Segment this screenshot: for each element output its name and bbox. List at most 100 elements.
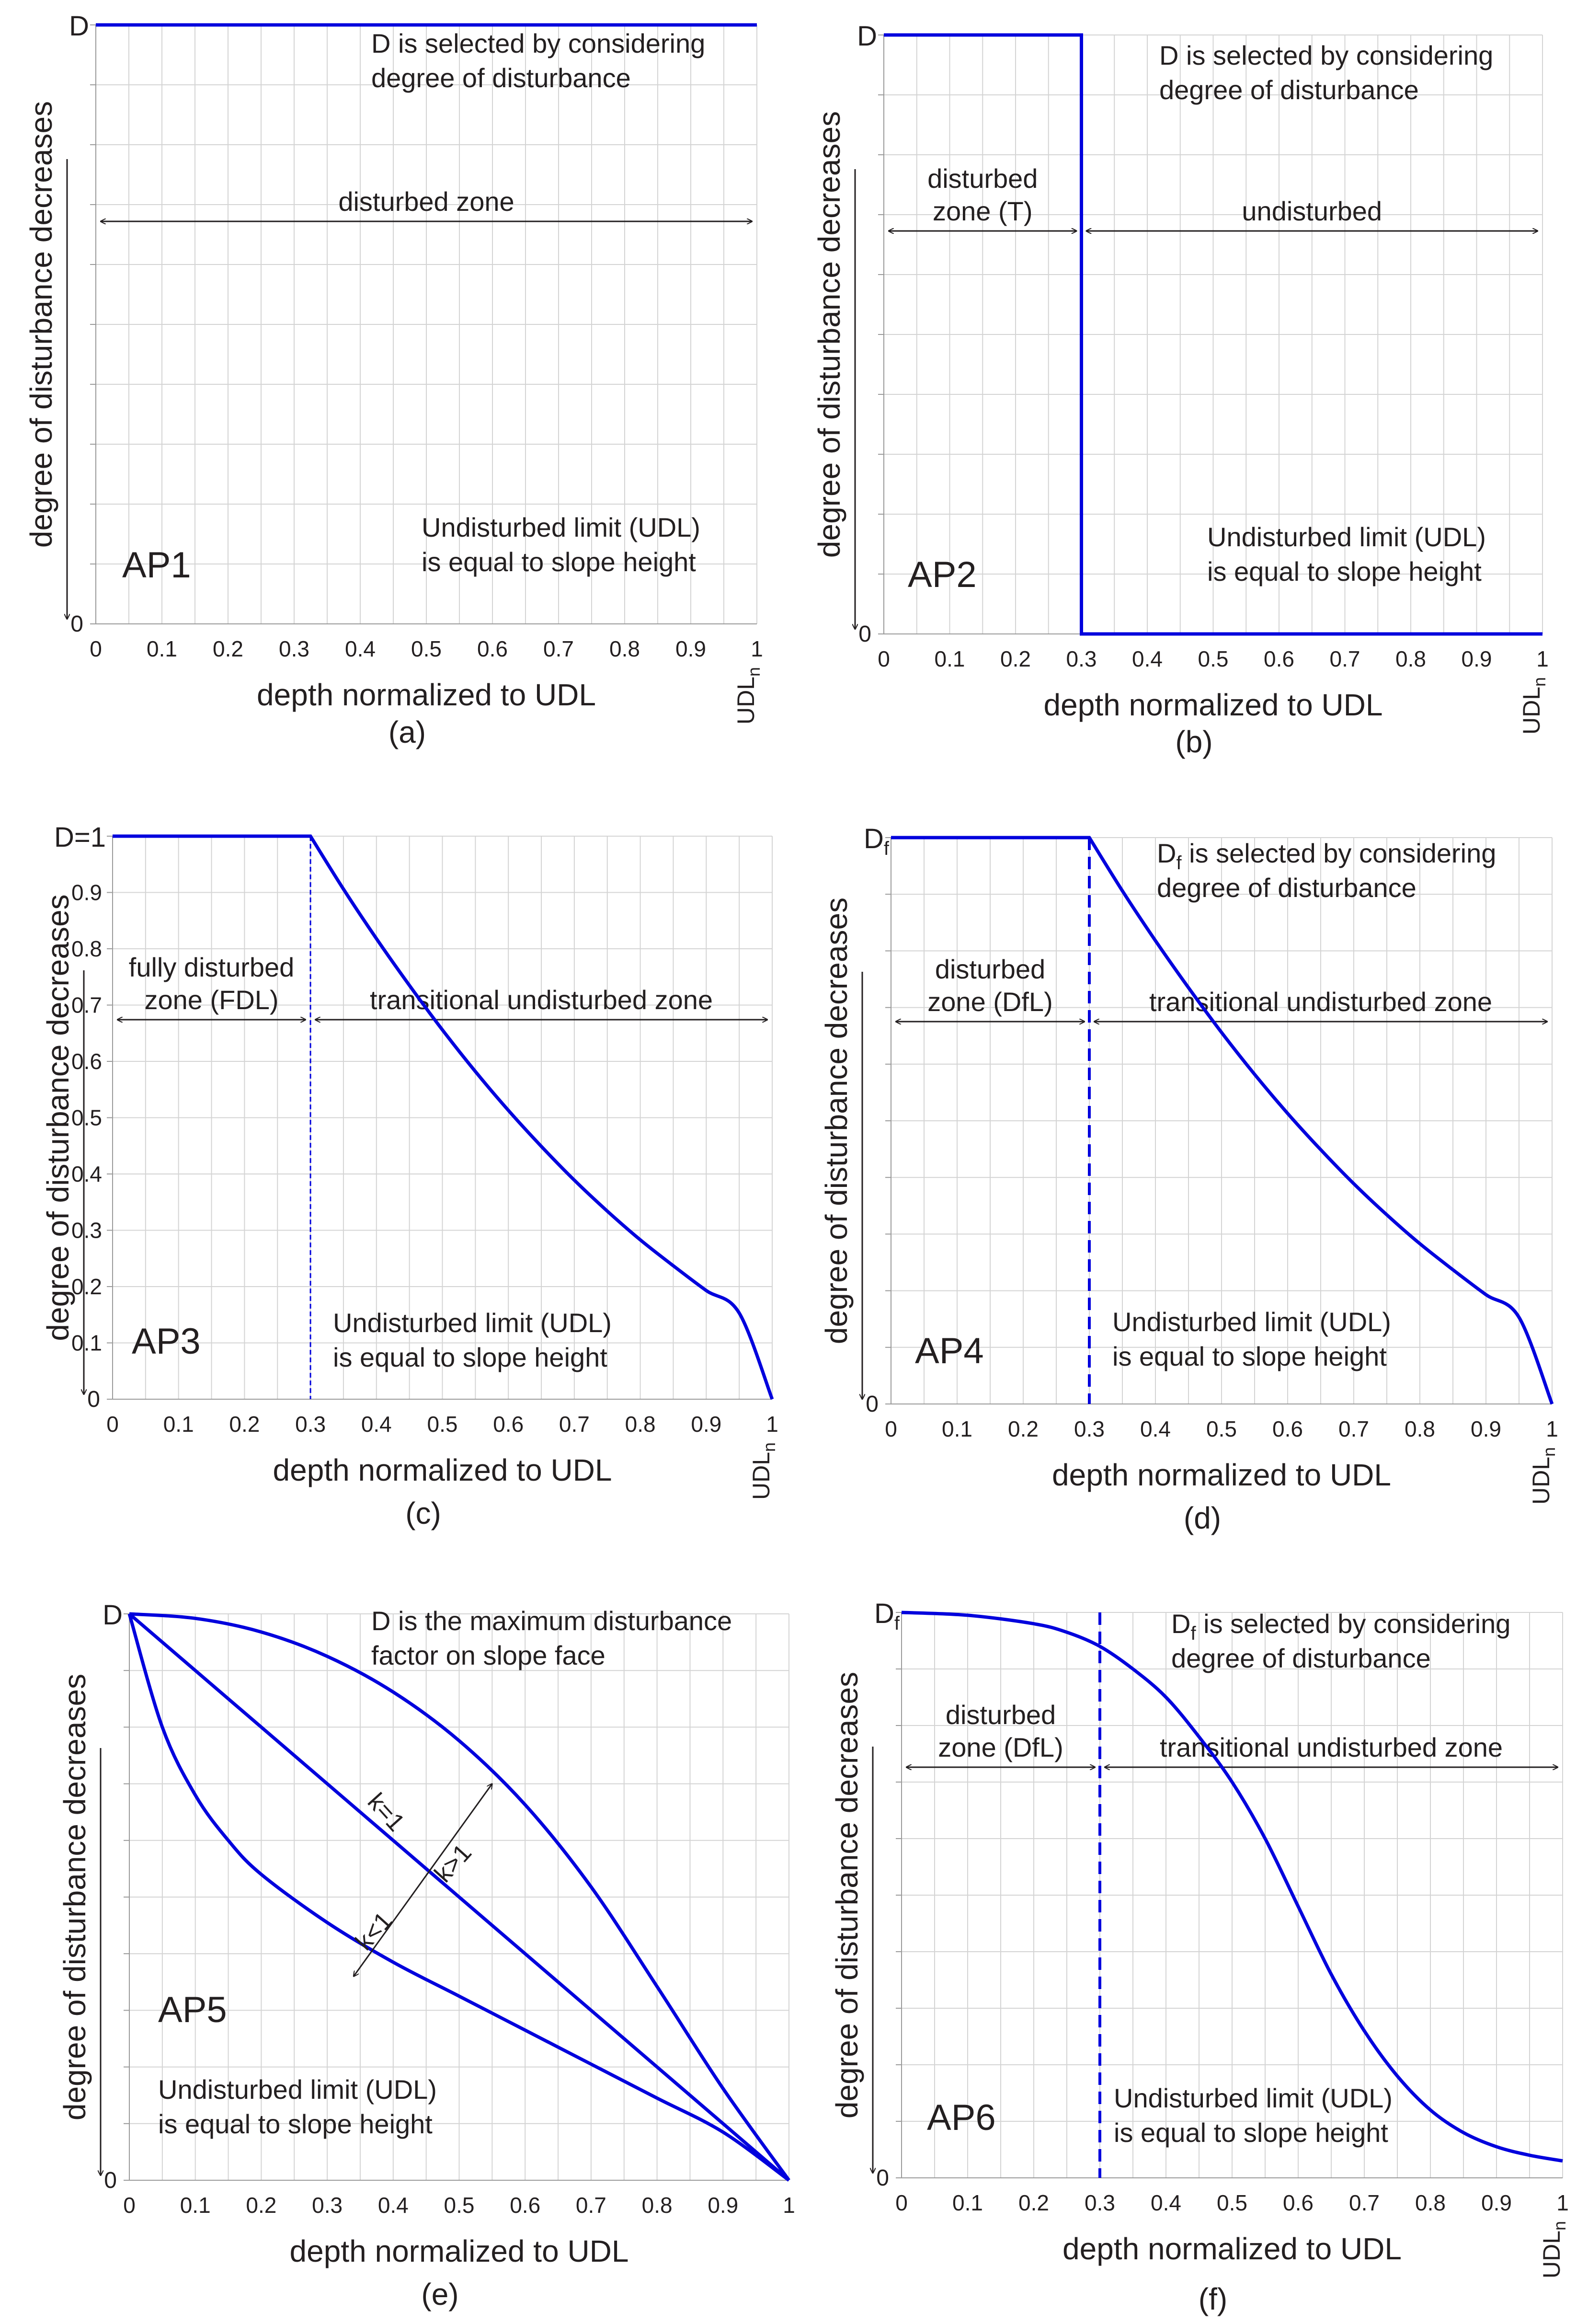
x-tick-label: 0.3 xyxy=(312,2193,343,2218)
udl-note-text: is equal to slope height xyxy=(422,547,696,577)
x-tick-label: 0.2 xyxy=(213,636,243,661)
note-text: D is selected by considering xyxy=(371,28,705,58)
x-tick-label: 0.9 xyxy=(1471,1416,1501,1441)
zone-label: disturbed xyxy=(927,163,1038,194)
zone-label: zone (FDL) xyxy=(145,985,279,1015)
x-tick-label: 0.9 xyxy=(1462,646,1492,671)
x-tick-label: 0.7 xyxy=(1338,1416,1369,1441)
note-text: degree of disturbance xyxy=(1157,873,1417,903)
x-tick-label: 0 xyxy=(878,646,890,671)
x-tick-label: 0.3 xyxy=(1074,1416,1105,1441)
y-top-label: D xyxy=(103,1599,123,1631)
x-axis-label: depth normalized to UDL xyxy=(290,2234,629,2268)
panel-caption: (f) xyxy=(1199,2282,1227,2316)
chart-panel-a: 0 0.1 0.2 0.3 0.4 0.5 0.6 0.7 0.8 0.9 1 D 0 UDLn depth… xyxy=(24,11,764,749)
zone-label: zone (T) xyxy=(933,196,1033,226)
x-tick-label: 1 xyxy=(1546,1416,1558,1441)
series-line-d-x- xyxy=(901,1611,1563,2163)
x-axis-label: depth normalized to UDL xyxy=(1062,2232,1402,2266)
x-tick-label: 0.7 xyxy=(543,636,574,661)
x-tick-label: 0.1 xyxy=(952,2190,983,2215)
x-tick-label: 0.4 xyxy=(345,636,376,661)
x-tick-label: 0.8 xyxy=(625,1412,656,1437)
x-tick-label: 0.3 xyxy=(1085,2190,1115,2215)
x-tick-label: 0.6 xyxy=(510,2193,540,2218)
y-tick-label: 0.6 xyxy=(71,1049,102,1074)
x-tick-label: 0.2 xyxy=(1018,2190,1049,2215)
x-axis-label: depth normalized to UDL xyxy=(1044,688,1383,722)
x-tick-label: 1 xyxy=(1556,2190,1569,2215)
panel-label: AP5 xyxy=(158,1990,227,2030)
y-axis-label: degree of disturbance decreases xyxy=(24,101,58,548)
note-text: D is the maximum disturbance xyxy=(371,1606,732,1636)
y-bottom-label: 0 xyxy=(87,1387,100,1412)
udl-note-text: Undisturbed limit (UDL) xyxy=(1207,522,1486,552)
udl-note-text: is equal to slope height xyxy=(333,1342,607,1372)
panel-caption: (e) xyxy=(421,2277,458,2312)
udl-note-text: Undisturbed limit (UDL) xyxy=(1114,2083,1393,2113)
x-tick-label: 0.8 xyxy=(609,636,640,661)
panel-label: AP1 xyxy=(122,545,191,586)
x-end-label: UDLn xyxy=(732,667,764,725)
x-tick-label: 0.1 xyxy=(163,1412,194,1437)
udl-note-text: is equal to slope height xyxy=(158,2109,433,2139)
x-tick-label: 0.9 xyxy=(675,636,706,661)
x-tick-label: 0.5 xyxy=(1217,2190,1247,2215)
y-top-label-subscript: f xyxy=(894,1613,900,1634)
x-tick-label: 0.4 xyxy=(1151,2190,1181,2215)
y-tick-label: 0.5 xyxy=(71,1105,102,1130)
udl-note-text: Undisturbed limit (UDL) xyxy=(333,1308,612,1338)
x-tick-label: 0 xyxy=(123,2193,136,2218)
x-tick-label: 0.8 xyxy=(1395,646,1426,671)
chart-panel-b: 0 0.1 0.2 0.3 0.4 0.5 0.6 0.7 0.8 0.9 1 D 0 UDLn depth… xyxy=(812,21,1549,759)
x-axis-label: depth normalized to UDL xyxy=(1052,1458,1391,1492)
chart-panel-f: 0 0.1 0.2 0.3 0.4 0.5 0.6 0.7 0.8 0.9 1 Df 0 UDLn dept… xyxy=(830,1598,1569,2316)
x-tick-label: 1 xyxy=(1536,646,1549,671)
x-tick-label: 0.6 xyxy=(477,636,508,661)
panel-label: AP3 xyxy=(132,1321,201,1362)
x-end-label: UDLn xyxy=(1518,677,1549,735)
x-tick-label: 0.4 xyxy=(378,2193,409,2218)
panel-label: AP2 xyxy=(908,554,977,595)
y-axis-label: degree of disturbance decreases xyxy=(57,1674,92,2120)
x-tick-label: 0.6 xyxy=(1283,2190,1314,2215)
y-tick-label: 0.8 xyxy=(71,936,102,961)
x-tick-label: 0.8 xyxy=(642,2193,673,2218)
x-tick-label: 0.6 xyxy=(493,1412,524,1437)
x-tick-label: 0.1 xyxy=(180,2193,211,2218)
y-top-label: D=1 xyxy=(54,822,106,853)
x-tick-label: 0.1 xyxy=(935,646,965,671)
panel-caption: (b) xyxy=(1175,725,1212,759)
chart-panel-d: 0 0.1 0.2 0.3 0.4 0.5 0.6 0.7 0.8 0.9 1 Df 0 UDLn dept… xyxy=(819,823,1559,1535)
udl-note-text: is equal to slope height xyxy=(1207,556,1482,587)
panel-label: AP4 xyxy=(915,1331,984,1371)
x-tick-label: 0 xyxy=(885,1416,897,1441)
x-tick-label: 0.9 xyxy=(1481,2190,1512,2215)
x-tick-label: 0.5 xyxy=(427,1412,458,1437)
series-line-d xyxy=(884,33,1542,636)
x-tick-label: 0.2 xyxy=(229,1412,260,1437)
series-line-k-1 xyxy=(129,1612,790,2182)
zone-label: zone (DfL) xyxy=(938,1732,1063,1762)
note-text: factor on slope face xyxy=(371,1640,605,1670)
x-tick-label: 1 xyxy=(766,1412,778,1437)
series-line-d-x- xyxy=(113,834,774,1400)
x-tick-label: 0.7 xyxy=(1349,2190,1380,2215)
x-tick-label: 0.3 xyxy=(295,1412,326,1437)
x-tick-label: 1 xyxy=(783,2193,795,2218)
y-bottom-label: 0 xyxy=(866,1392,879,1417)
x-tick-label: 0.7 xyxy=(576,2193,606,2218)
x-tick-label: 0.9 xyxy=(691,1412,721,1437)
x-tick-label: 0.2 xyxy=(1008,1416,1039,1441)
zone-label: disturbed xyxy=(946,1700,1056,1730)
x-tick-label: 0.5 xyxy=(1198,646,1229,671)
note-text: Df is selected by considering xyxy=(1157,838,1496,874)
x-end-label: UDLn xyxy=(1538,2221,1569,2278)
y-tick-label: 0.9 xyxy=(71,880,102,905)
note-text: Df is selected by considering xyxy=(1171,1609,1510,1644)
udl-note-text: Undisturbed limit (UDL) xyxy=(422,512,700,542)
x-tick-label: 0.4 xyxy=(361,1412,392,1437)
y-axis-label: degree of disturbance decreases xyxy=(819,897,854,1344)
note-text: degree of disturbance xyxy=(371,63,631,93)
y-tick-label: 0.2 xyxy=(71,1274,102,1299)
